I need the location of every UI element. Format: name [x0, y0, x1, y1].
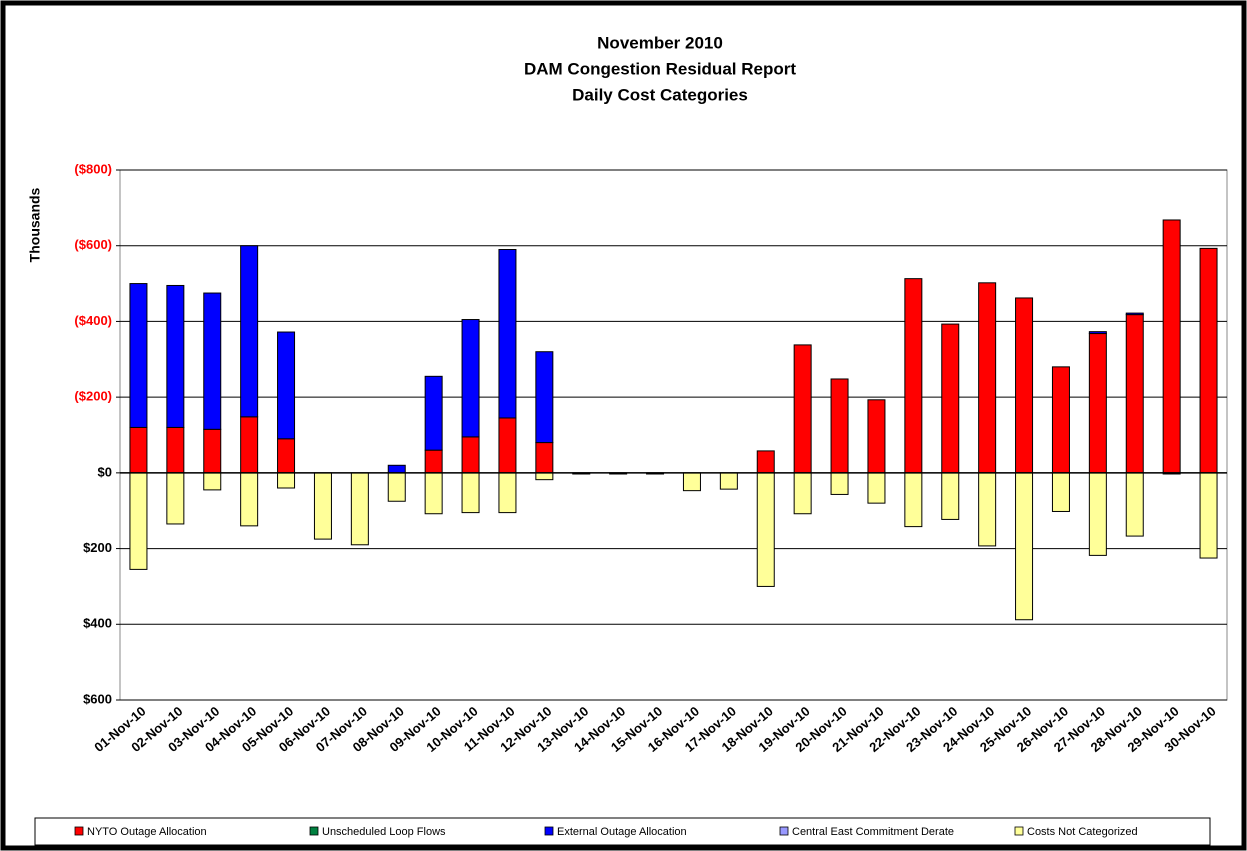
- y-tick-label: $0: [98, 464, 112, 479]
- legend-label: Unscheduled Loop Flows: [322, 826, 446, 838]
- bar: [240, 245, 259, 418]
- bar: [498, 249, 517, 419]
- legend-label: Costs Not Categorized: [1027, 826, 1138, 838]
- bar: [129, 472, 148, 570]
- bar: [535, 472, 554, 481]
- bar: [1125, 314, 1144, 474]
- bar: [535, 351, 554, 444]
- bar: [129, 283, 148, 428]
- bar: [793, 344, 812, 474]
- bar: [498, 417, 517, 474]
- bar: [1162, 219, 1181, 474]
- y-tick-label: ($800): [74, 161, 112, 176]
- y-tick-label: $400: [83, 616, 112, 631]
- bar: [350, 472, 369, 546]
- chart-title: November 2010: [597, 33, 723, 52]
- y-tick-label: ($400): [74, 313, 112, 328]
- bar: [1015, 472, 1034, 621]
- legend-swatch: [1014, 826, 1024, 836]
- bar: [240, 472, 259, 527]
- legend-swatch: [779, 826, 789, 836]
- bar: [904, 278, 923, 474]
- bar: [830, 472, 849, 495]
- bar: [461, 436, 480, 474]
- bar: [387, 472, 406, 502]
- bar: [1199, 472, 1218, 559]
- bar: [904, 472, 923, 528]
- bar: [203, 292, 222, 430]
- bar: [461, 472, 480, 514]
- bar: [498, 472, 517, 514]
- y-tick-label: $200: [83, 540, 112, 555]
- bar: [313, 472, 332, 540]
- y-tick-label: $600: [83, 691, 112, 706]
- bar: [240, 416, 259, 474]
- legend-label: External Outage Allocation: [557, 826, 687, 838]
- bar: [756, 472, 775, 587]
- legend-swatch: [544, 826, 554, 836]
- bar: [387, 464, 406, 474]
- bar: [682, 472, 701, 492]
- bar: [830, 378, 849, 474]
- bar: [867, 399, 886, 474]
- bar: [277, 331, 296, 440]
- bar: [424, 375, 443, 451]
- bar: [941, 323, 960, 474]
- bar: [941, 472, 960, 520]
- bar: [1125, 312, 1144, 316]
- y-axis-label: Thousands: [27, 187, 43, 262]
- bar: [166, 426, 185, 474]
- y-tick-label: ($200): [74, 389, 112, 404]
- bar: [277, 472, 296, 489]
- legend-swatch: [309, 826, 319, 836]
- bar: [1015, 297, 1034, 474]
- bar: [1088, 472, 1107, 556]
- bar: [166, 284, 185, 428]
- bar: [1125, 472, 1144, 537]
- bar: [793, 472, 812, 515]
- bar: [461, 319, 480, 438]
- bar: [535, 442, 554, 474]
- legend-swatch: [74, 826, 84, 836]
- bar: [1199, 247, 1218, 474]
- bar: [203, 472, 222, 491]
- bar: [1051, 366, 1070, 474]
- bar: [756, 450, 775, 474]
- bar: [277, 438, 296, 474]
- bar: [203, 428, 222, 474]
- bar: [1088, 331, 1107, 335]
- bar: [1051, 472, 1070, 512]
- chart-title: DAM Congestion Residual Report: [524, 59, 796, 78]
- bar: [424, 449, 443, 474]
- chart-title: Daily Cost Categories: [572, 85, 748, 104]
- legend: [34, 817, 1211, 846]
- bar: [978, 282, 997, 474]
- bar: [129, 426, 148, 474]
- y-tick-label: ($600): [74, 237, 112, 252]
- bar: [867, 472, 886, 504]
- bar: [1088, 333, 1107, 474]
- legend-label: NYTO Outage Allocation: [87, 826, 207, 838]
- bar: [166, 472, 185, 525]
- legend-label: Central East Commitment Derate: [792, 826, 954, 838]
- bar: [424, 472, 443, 515]
- bar: [719, 472, 738, 490]
- bar: [978, 472, 997, 547]
